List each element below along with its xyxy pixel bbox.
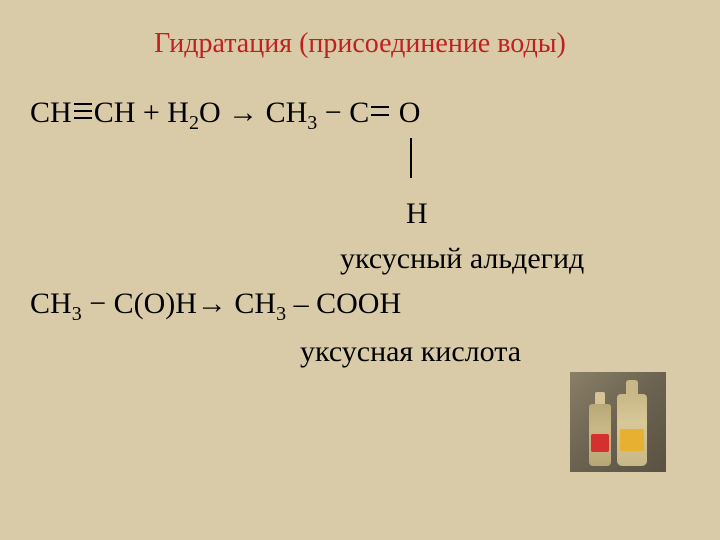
formula-2: CH3 − C(O)H→ CH3 – COOH xyxy=(30,281,690,329)
bottle-large-icon xyxy=(617,394,647,466)
formula1-arrow: O → CH xyxy=(199,96,307,129)
vertical-bond-icon xyxy=(410,138,412,178)
triple-bond-icon xyxy=(74,100,92,124)
formula2-cooh: – COOH xyxy=(286,287,401,320)
double-bond-icon xyxy=(371,100,389,124)
formula1-o: O xyxy=(391,96,420,129)
label-aldehyde: уксусный альдегид xyxy=(30,236,690,281)
formula1-ch1: CH xyxy=(30,96,72,129)
formula2-ch3: CH xyxy=(30,287,72,320)
formula2-sub1: 3 xyxy=(72,303,82,325)
bottle-small-icon xyxy=(589,404,611,466)
bottle-image xyxy=(570,372,666,472)
vertical-h: H xyxy=(30,191,690,236)
formula2-coh: − C(O)H→ CH xyxy=(82,287,276,320)
formula1-ch2: CH + H xyxy=(94,96,189,129)
formula1-sub2: 3 xyxy=(307,112,317,134)
label-acid: уксусная кислота xyxy=(30,329,690,374)
vertical-bond-line xyxy=(30,138,690,191)
formula1-sub1: 2 xyxy=(189,112,199,134)
slide-title: Гидратация (присоединение воды) xyxy=(30,28,690,60)
formula2-sub2: 3 xyxy=(276,303,286,325)
formula1-c: − C xyxy=(317,96,369,129)
formula-1: CH CH + H2O → CH3 − C O xyxy=(30,90,690,138)
